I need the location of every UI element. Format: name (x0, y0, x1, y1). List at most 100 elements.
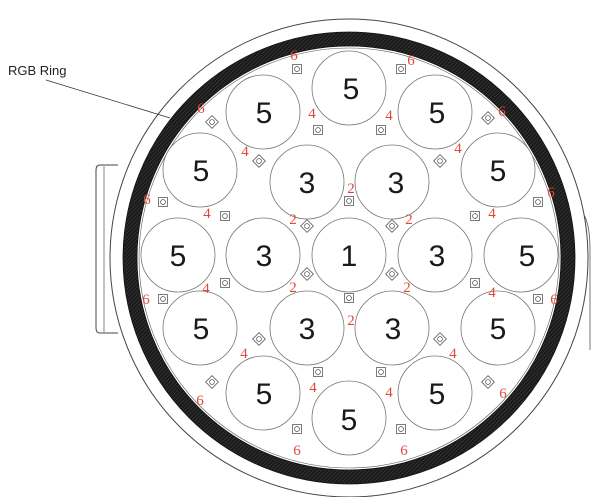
screw-icon (481, 111, 495, 125)
zone-label: 2 (347, 313, 355, 329)
screw-icon (300, 219, 314, 233)
screw-icon (158, 197, 168, 207)
screw-icon (220, 278, 230, 288)
rgb-ring-outer-edge (122, 31, 576, 485)
zone-label: 4 (454, 141, 462, 157)
lens-array (140, 50, 559, 456)
screw-icon (433, 332, 447, 346)
lens-outer (460, 132, 536, 208)
zone-label: 4 (240, 346, 248, 362)
right-edge-stub (583, 214, 591, 350)
zone-labels: 2 2 2 2 2 2 4 4 4 4 4 4 4 4 4 4 4 4 6 6 … (142, 48, 558, 459)
zone-label: 6 (550, 292, 558, 308)
lens-outer (311, 50, 387, 126)
lens-label: 5 (490, 313, 507, 346)
screw-icon (481, 375, 495, 389)
zone-label: 6 (498, 104, 506, 120)
lens-labels: 1 3 3 3 3 3 3 5 5 5 5 5 5 5 5 5 5 5 5 (170, 73, 536, 437)
lens-label: 5 (170, 240, 187, 273)
zone-label: 6 (197, 101, 205, 117)
lens-label: 5 (256, 378, 273, 411)
zone-label: 6 (499, 386, 507, 402)
zone-label: 4 (385, 108, 393, 124)
lens-outer (397, 355, 473, 431)
zone-label: 4 (241, 144, 249, 160)
zone-label: 4 (488, 285, 496, 301)
zone-label: 4 (202, 281, 210, 297)
lens-center (311, 217, 387, 293)
lens-label: 3 (388, 167, 405, 200)
screw-icon (533, 294, 543, 304)
screw-icon (205, 375, 219, 389)
screw-icon (396, 64, 406, 74)
lens-outer (460, 290, 536, 366)
lens-outer (162, 132, 238, 208)
screw-icon (433, 154, 447, 168)
screw-icon (470, 211, 480, 221)
screw-icon (344, 196, 354, 206)
rgb-ring-leader (45, 79, 171, 119)
lens-outer (225, 74, 301, 150)
screw-icon (220, 211, 230, 221)
zone-label: 4 (309, 380, 317, 396)
lens-outer (140, 217, 216, 293)
lens-label: 5 (193, 155, 210, 188)
screw-icon (205, 115, 219, 129)
zone-label: 2 (405, 212, 413, 228)
screw-icon (158, 294, 168, 304)
zone-label: 2 (403, 280, 411, 296)
screw-icon (470, 278, 480, 288)
screw-icon (376, 367, 386, 377)
zone-label: 6 (293, 443, 301, 459)
screw-icon (396, 424, 406, 434)
screw-icon (313, 125, 323, 135)
screw-icon (376, 125, 386, 135)
side-bracket (95, 164, 118, 334)
screw-icon (300, 267, 314, 281)
lens-outer (225, 355, 301, 431)
lens-inner (269, 144, 345, 220)
lens-label: 5 (341, 404, 358, 437)
lens-outer (483, 217, 559, 293)
lens-outer (397, 74, 473, 150)
zone-label: 6 (407, 53, 415, 69)
zone-label: 6 (196, 393, 204, 409)
lens-outer (311, 380, 387, 456)
lens-label: 3 (385, 313, 402, 346)
lens-inner (225, 217, 301, 293)
screws (158, 64, 543, 434)
lens-inner (269, 290, 345, 366)
screw-icon (252, 154, 266, 168)
screw-icon (533, 197, 543, 207)
lens-label: 5 (193, 313, 210, 346)
lens-inner (354, 290, 430, 366)
zone-label: 4 (308, 106, 316, 122)
rgb-ring-inner-edge (136, 45, 562, 471)
lens-label: 5 (256, 97, 273, 130)
zone-label: 6 (142, 292, 150, 308)
screw-icon (292, 64, 302, 74)
lens-label: 5 (490, 155, 507, 188)
lens-label: 5 (429, 378, 446, 411)
zone-label: 4 (385, 385, 393, 401)
lens-label: 5 (519, 240, 536, 273)
lens-inner (397, 217, 473, 293)
lens-label: 5 (429, 97, 446, 130)
lens-label: 3 (299, 167, 316, 200)
lens-label: 3 (256, 240, 273, 273)
lens-outer (162, 290, 238, 366)
lens-inner (354, 144, 430, 220)
lens-label: 3 (429, 240, 446, 273)
zone-label: 2 (289, 280, 297, 296)
zone-label: 4 (203, 206, 211, 222)
lens-label: 5 (343, 73, 360, 106)
screw-icon (385, 267, 399, 281)
lens-label: 1 (341, 240, 358, 273)
rgb-ring (123, 32, 575, 484)
screw-icon (385, 219, 399, 233)
screw-icon (313, 367, 323, 377)
zone-label: 6 (143, 192, 151, 208)
zone-label: 2 (347, 181, 355, 197)
rgb-ring-label: RGB Ring (8, 63, 67, 78)
